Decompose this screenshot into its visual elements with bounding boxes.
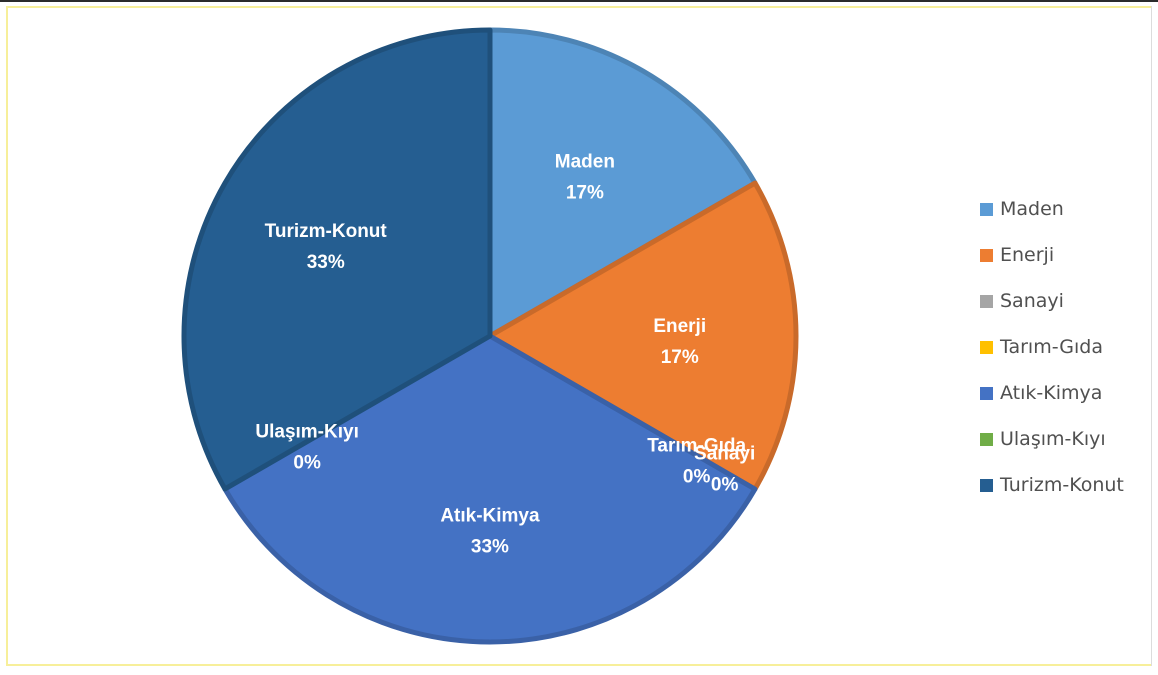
slice-label-maden: Maden [555, 152, 615, 173]
slice-percent-tarim-gida: 0% [683, 466, 711, 487]
slice-label-turizm-konut: Turizm-Konut [265, 221, 388, 242]
legend-swatch [980, 202, 993, 216]
legend-swatch [980, 340, 993, 354]
slice-maden [487, 27, 758, 339]
legend-label: Turizm-Konut [1000, 474, 1124, 496]
slice-label-tarim-gida: Tarım-Gıda [647, 435, 746, 456]
slice-label-enerji: Enerji [653, 316, 706, 337]
slice-percent-atik-kimya: 33% [471, 537, 509, 558]
legend-item-enerji: Enerji [980, 232, 1124, 278]
slice-turizm-konut [181, 27, 493, 492]
pie-slices [181, 27, 799, 645]
chart-legend: Maden Enerji Sanayi Tarım-Gıda Atık-Kimya Ula… [980, 186, 1124, 508]
legend-swatch [980, 478, 993, 492]
legend-swatch [980, 248, 993, 262]
slice-percent-ulasim-kiyi: 0% [293, 453, 321, 474]
legend-label: Sanayi [1000, 290, 1064, 312]
legend-item-maden: Maden [980, 186, 1124, 232]
slice-label-sanayi: Sanayi [694, 443, 755, 464]
legend-label: Tarım-Gıda [1000, 336, 1103, 358]
legend-label: Ulaşım-Kıyı [1000, 428, 1106, 450]
slice-percent-maden: 17% [566, 183, 604, 204]
legend-item-sanayi: Sanayi [980, 278, 1124, 324]
legend-swatch [980, 294, 993, 308]
slice-percent-sanayi: 0% [711, 474, 739, 495]
slice-label-ulasim-kiyi: Ulaşım-Kıyı [255, 422, 358, 443]
legend-swatch [980, 386, 993, 400]
legend-label: Enerji [1000, 244, 1055, 266]
legend-label: Maden [1000, 198, 1064, 220]
legend-item-ulasim-kiyi: Ulaşım-Kıyı [980, 416, 1124, 462]
pie-data-labels: Maden17%Enerji17%Sanayi0%Tarım-Gıda0%Atı… [255, 152, 755, 558]
legend-label: Atık-Kimya [1000, 382, 1103, 404]
slice-percent-enerji: 17% [661, 347, 699, 368]
legend-swatch [980, 432, 993, 446]
slice-label-atik-kimya: Atık-Kimya [440, 506, 540, 527]
legend-item-atik-kimya: Atık-Kimya [980, 370, 1124, 416]
top-border [0, 0, 1158, 2]
slice-percent-turizm-konut: 33% [307, 252, 345, 273]
slice-enerji [487, 180, 799, 492]
legend-item-turizm-konut: Turizm-Konut [980, 462, 1124, 508]
chart-frame [6, 6, 1152, 666]
chart-frame-right-edge [1151, 6, 1152, 666]
legend-item-tarim-gida: Tarım-Gıda [980, 324, 1124, 370]
